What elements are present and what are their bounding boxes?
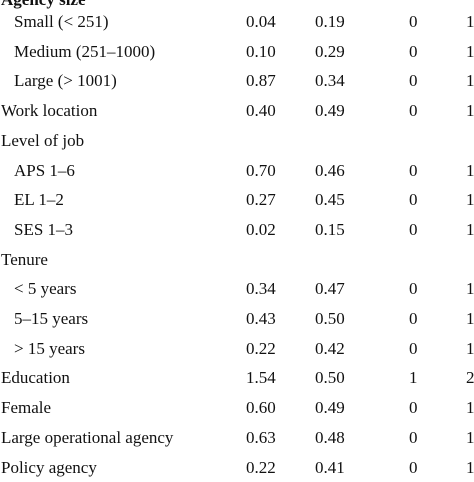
mean-cell: 0.34 xyxy=(246,274,276,304)
row-label: < 5 years xyxy=(14,274,76,304)
mean-cell: 0.27 xyxy=(246,185,276,215)
table-row: EL 1–2 0.27 0.45 0 1 xyxy=(0,185,474,215)
min-cell: 0 xyxy=(409,274,418,304)
max-cell: 1 xyxy=(466,304,474,334)
sd-cell: 0.19 xyxy=(315,7,345,37)
mean-cell: 0.60 xyxy=(246,393,276,423)
mean-cell: 0.87 xyxy=(246,66,276,96)
table-row: Level of job xyxy=(0,126,474,156)
min-cell: 0 xyxy=(409,185,418,215)
table-row: Work location 0.40 0.49 0 1 xyxy=(0,96,474,126)
row-label: Small (< 251) xyxy=(14,7,109,37)
row-label: Education xyxy=(1,363,70,393)
min-cell: 0 xyxy=(409,66,418,96)
row-label: > 15 years xyxy=(14,334,85,364)
table-row: SES 1–3 0.02 0.15 0 1 xyxy=(0,215,474,245)
table-row: < 5 years 0.34 0.47 0 1 xyxy=(0,274,474,304)
min-cell: 0 xyxy=(409,393,418,423)
row-label: Medium (251–1000) xyxy=(14,37,155,67)
mean-cell: 0.40 xyxy=(246,96,276,126)
table-row: > 15 years 0.22 0.42 0 1 xyxy=(0,334,474,364)
sd-cell: 0.15 xyxy=(315,215,345,245)
mean-cell: 0.70 xyxy=(246,156,276,186)
min-cell: 0 xyxy=(409,7,418,37)
min-cell: 1 xyxy=(409,363,418,393)
table-row: Medium (251–1000) 0.10 0.29 0 1 xyxy=(0,37,474,67)
max-cell: 1 xyxy=(466,37,474,67)
row-label: APS 1–6 xyxy=(14,156,75,186)
table-row: Education 1.54 0.50 1 2 xyxy=(0,363,474,393)
sd-cell: 0.41 xyxy=(315,453,345,482)
min-cell: 0 xyxy=(409,156,418,186)
max-cell: 1 xyxy=(466,156,474,186)
max-cell: 1 xyxy=(466,423,474,453)
table-row: 5–15 years 0.43 0.50 0 1 xyxy=(0,304,474,334)
row-label: Tenure xyxy=(1,245,48,275)
sd-cell: 0.49 xyxy=(315,393,345,423)
sd-cell: 0.49 xyxy=(315,96,345,126)
table-row: Policy agency 0.22 0.41 0 1 xyxy=(0,453,474,482)
max-cell: 1 xyxy=(466,274,474,304)
mean-cell: 0.22 xyxy=(246,453,276,482)
sd-cell: 0.47 xyxy=(315,274,345,304)
max-cell: 1 xyxy=(466,185,474,215)
mean-cell: 0.22 xyxy=(246,334,276,364)
mean-cell: 0.02 xyxy=(246,215,276,245)
max-cell: 2 xyxy=(466,363,474,393)
table-row: Tenure xyxy=(0,245,474,275)
row-label: SES 1–3 xyxy=(14,215,73,245)
sd-cell: 0.29 xyxy=(315,37,345,67)
min-cell: 0 xyxy=(409,304,418,334)
min-cell: 0 xyxy=(409,215,418,245)
mean-cell: 0.04 xyxy=(246,7,276,37)
row-label: Large (> 1001) xyxy=(14,66,117,96)
sd-cell: 0.50 xyxy=(315,363,345,393)
min-cell: 0 xyxy=(409,423,418,453)
row-label: Policy agency xyxy=(1,453,97,482)
row-label: Female xyxy=(1,393,51,423)
min-cell: 0 xyxy=(409,334,418,364)
table-row: APS 1–6 0.70 0.46 0 1 xyxy=(0,156,474,186)
min-cell: 0 xyxy=(409,37,418,67)
max-cell: 1 xyxy=(466,66,474,96)
max-cell: 1 xyxy=(466,96,474,126)
mean-cell: 1.54 xyxy=(246,363,276,393)
mean-cell: 0.10 xyxy=(246,37,276,67)
sd-cell: 0.34 xyxy=(315,66,345,96)
max-cell: 1 xyxy=(466,334,474,364)
row-label: 5–15 years xyxy=(14,304,88,334)
mean-cell: 0.43 xyxy=(246,304,276,334)
sd-cell: 0.48 xyxy=(315,423,345,453)
table-row: Large (> 1001) 0.87 0.34 0 1 xyxy=(0,66,474,96)
row-label: Large operational agency xyxy=(1,423,173,453)
table-row: Female 0.60 0.49 0 1 xyxy=(0,393,474,423)
max-cell: 1 xyxy=(466,215,474,245)
sd-cell: 0.42 xyxy=(315,334,345,364)
table-row: Large operational agency 0.63 0.48 0 1 xyxy=(0,423,474,453)
max-cell: 1 xyxy=(466,7,474,37)
sd-cell: 0.50 xyxy=(315,304,345,334)
min-cell: 0 xyxy=(409,96,418,126)
max-cell: 1 xyxy=(466,393,474,423)
table-row: Small (< 251) 0.04 0.19 0 1 xyxy=(0,7,474,37)
row-label: Level of job xyxy=(1,126,84,156)
sd-cell: 0.46 xyxy=(315,156,345,186)
mean-cell: 0.63 xyxy=(246,423,276,453)
row-label: EL 1–2 xyxy=(14,185,64,215)
row-label: Work location xyxy=(1,96,97,126)
max-cell: 1 xyxy=(466,453,474,482)
sd-cell: 0.45 xyxy=(315,185,345,215)
min-cell: 0 xyxy=(409,453,418,482)
